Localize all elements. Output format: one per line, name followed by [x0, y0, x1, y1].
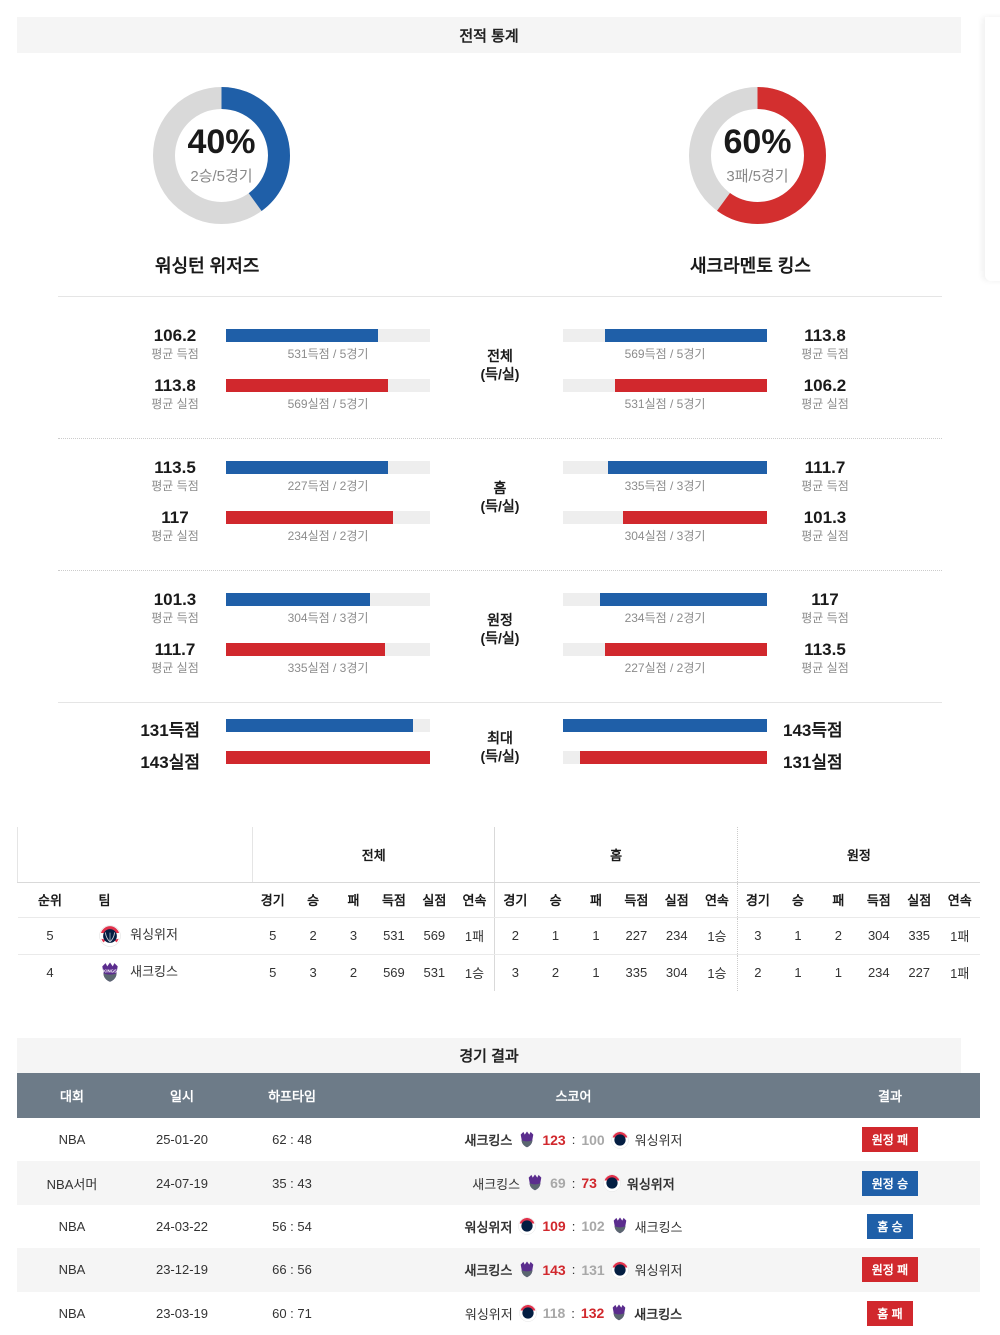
svg-text:KINGS: KINGS [103, 968, 117, 973]
